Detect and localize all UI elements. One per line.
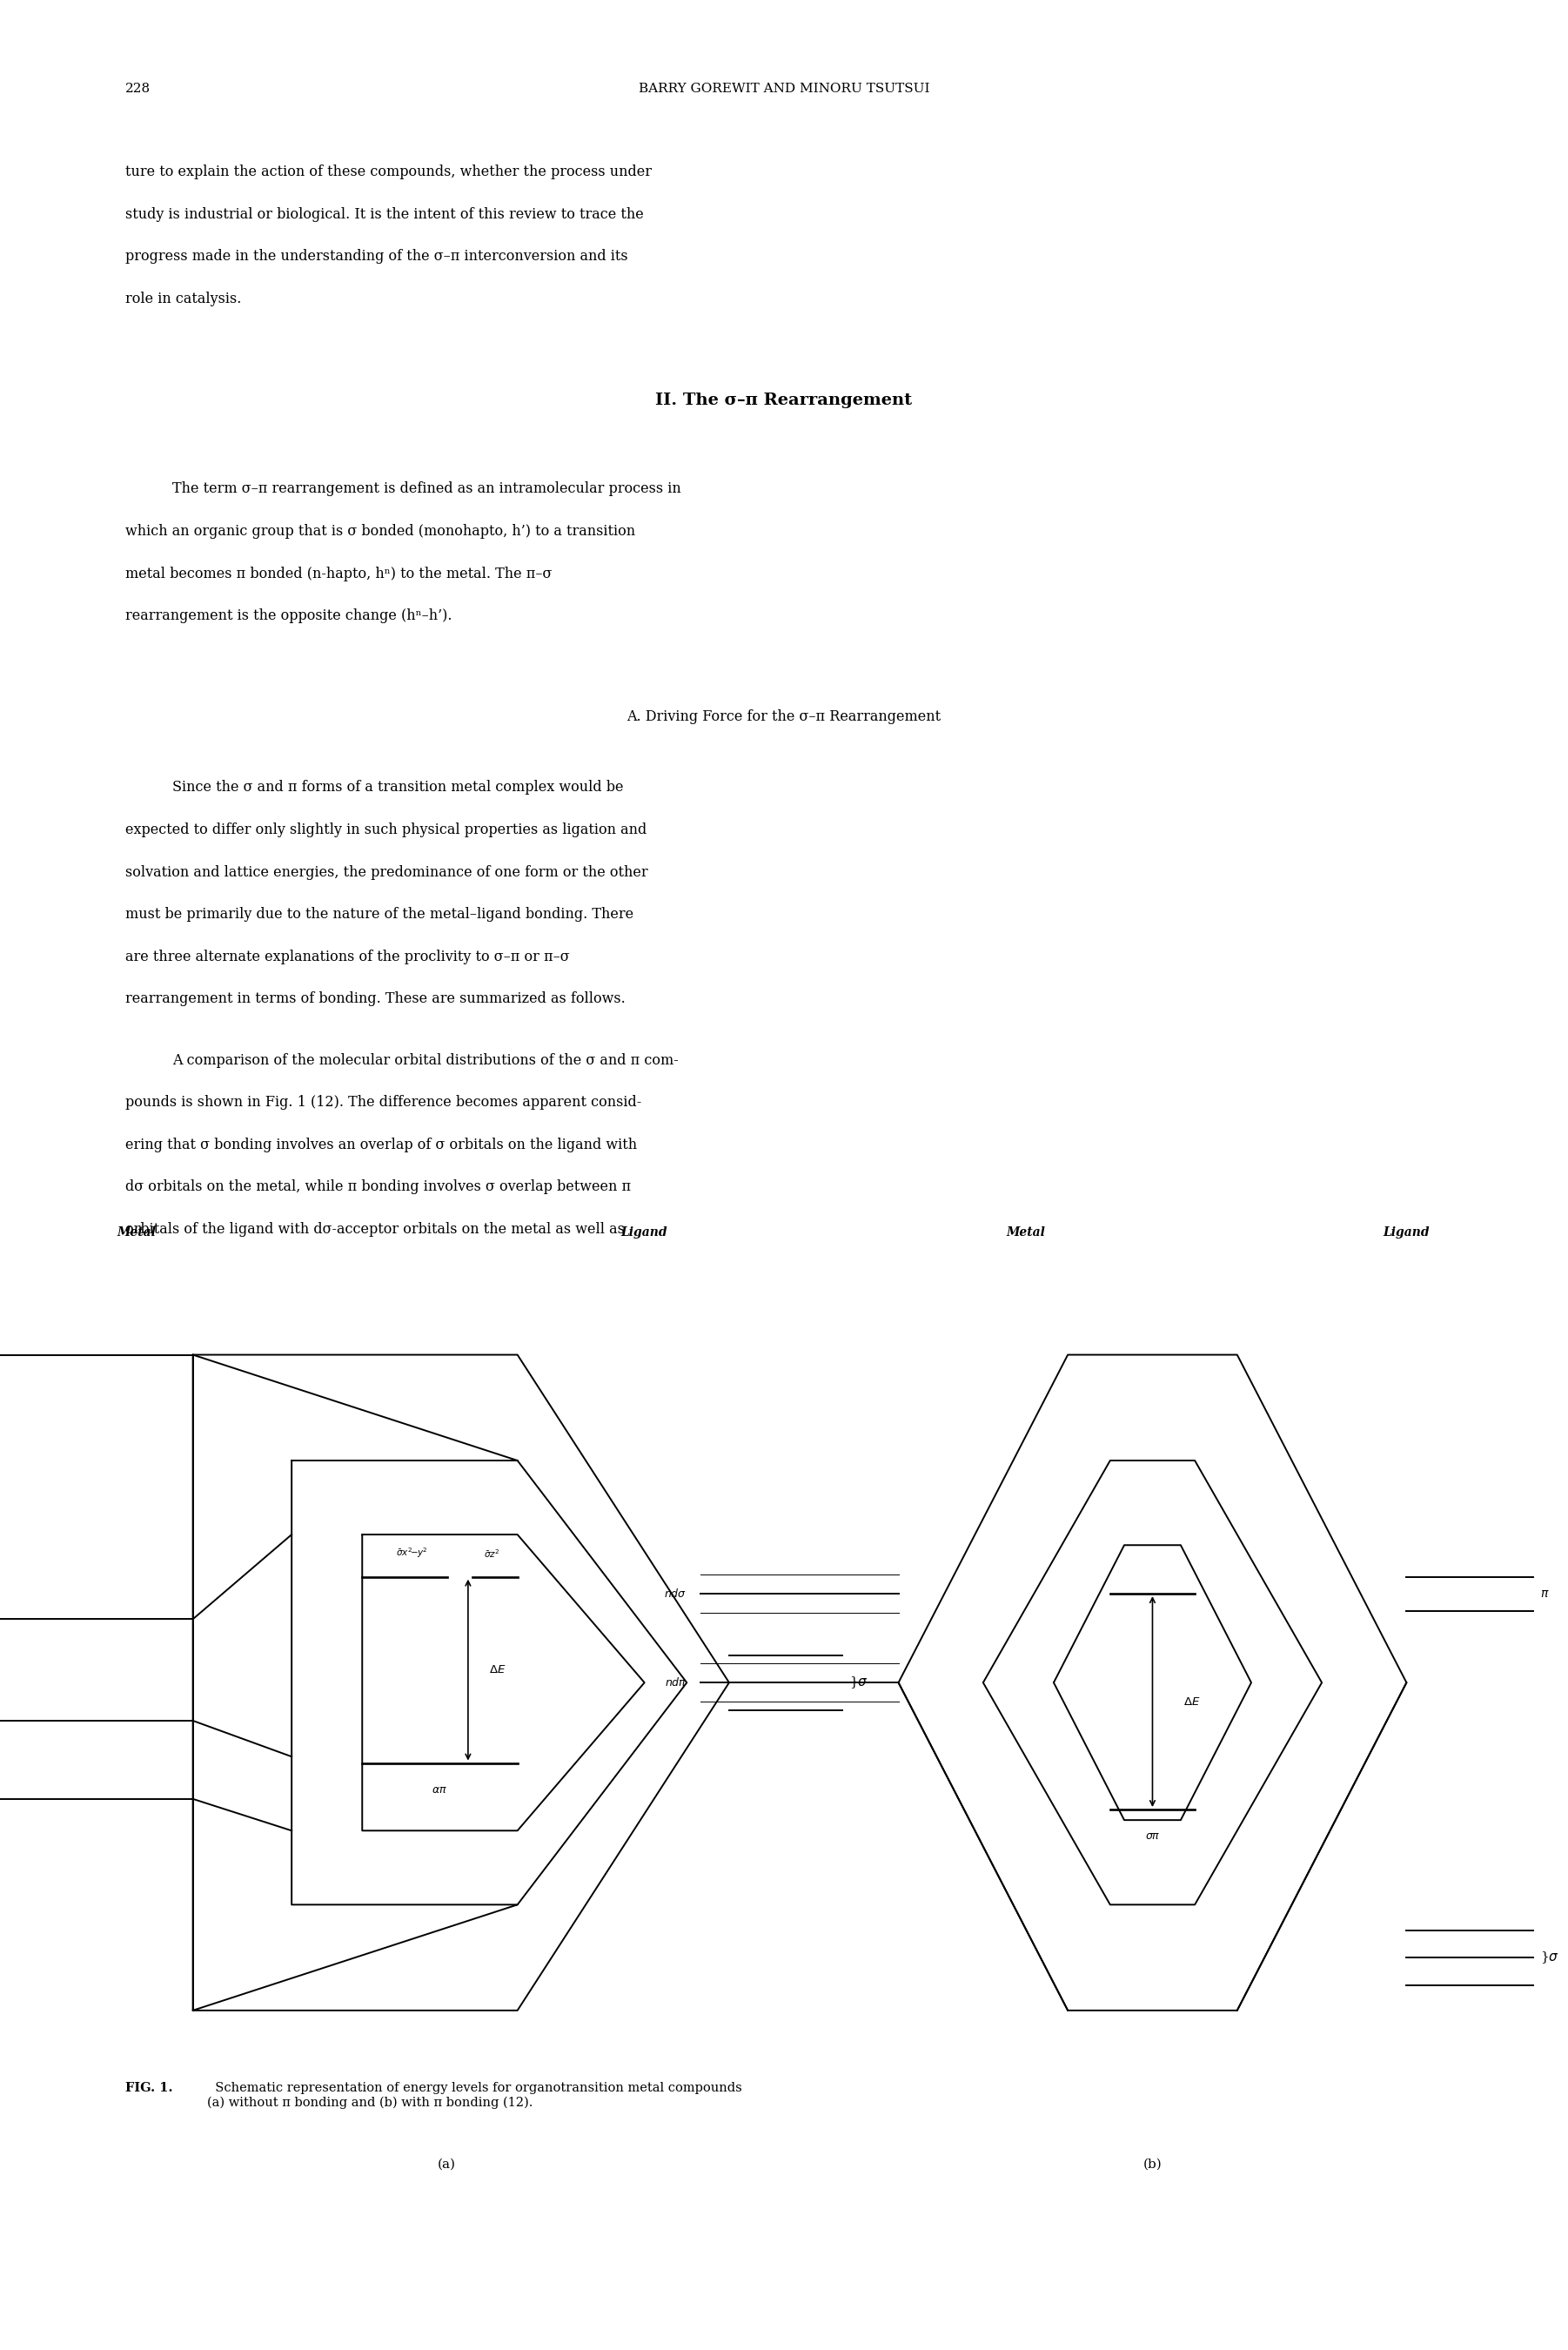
Text: metal becomes π bonded (n-hapto, hⁿ) to the metal. The π–σ: metal becomes π bonded (n-hapto, hⁿ) to … — [125, 566, 552, 580]
Text: $\sigma\pi$: $\sigma\pi$ — [1145, 1831, 1160, 1842]
Text: $\alpha\pi$: $\alpha\pi$ — [433, 1784, 447, 1795]
Text: dσ orbitals on the metal, while π bonding involves σ overlap between π: dσ orbitals on the metal, while π bondin… — [125, 1180, 630, 1194]
Text: Since the σ and π forms of a transition metal complex would be: Since the σ and π forms of a transition … — [172, 780, 624, 794]
Text: The term σ–π rearrangement is defined as an intramolecular process in: The term σ–π rearrangement is defined as… — [172, 482, 682, 496]
Text: role in catalysis.: role in catalysis. — [125, 291, 241, 306]
Text: pounds is shown in Fig. 1 (12). The difference becomes apparent consid-: pounds is shown in Fig. 1 (12). The diff… — [125, 1095, 641, 1109]
Text: Schematic representation of energy levels for organotransition metal compounds
(: Schematic representation of energy level… — [207, 2082, 742, 2108]
Text: II. The σ–π Rearrangement: II. The σ–π Rearrangement — [655, 392, 913, 409]
Text: }$\sigma$: }$\sigma$ — [1541, 1950, 1560, 1965]
Text: A. Driving Force for the σ–π Rearrangement: A. Driving Force for the σ–π Rearrangeme… — [627, 710, 941, 724]
Text: $\bar{\sigma}x^2\!\!-\!\!y^2$: $\bar{\sigma}x^2\!\!-\!\!y^2$ — [395, 1546, 428, 1560]
Text: Metal: Metal — [118, 1227, 155, 1238]
Text: ering that σ bonding involves an overlap of σ orbitals on the ligand with: ering that σ bonding involves an overlap… — [125, 1137, 637, 1152]
Text: are three alternate explanations of the proclivity to σ–π or π–σ: are three alternate explanations of the … — [125, 949, 569, 964]
Text: ture to explain the action of these compounds, whether the process under: ture to explain the action of these comp… — [125, 165, 652, 179]
Text: $nd\pi$: $nd\pi$ — [665, 1676, 687, 1690]
Text: 228: 228 — [125, 82, 151, 94]
Text: (a): (a) — [437, 2160, 456, 2171]
Text: Ligand: Ligand — [621, 1227, 668, 1238]
Text: A comparison of the molecular orbital distributions of the σ and π com-: A comparison of the molecular orbital di… — [172, 1053, 679, 1067]
Text: expected to differ only slightly in such physical properties as ligation and: expected to differ only slightly in such… — [125, 822, 648, 837]
Text: study is industrial or biological. It is the intent of this review to trace the: study is industrial or biological. It is… — [125, 207, 644, 221]
Text: (b): (b) — [1143, 2160, 1162, 2171]
Text: Ligand: Ligand — [1383, 1227, 1430, 1238]
Text: solvation and lattice energies, the predominance of one form or the other: solvation and lattice energies, the pred… — [125, 865, 648, 879]
Text: FIG. 1.: FIG. 1. — [125, 2082, 172, 2094]
Text: Metal: Metal — [1007, 1227, 1044, 1238]
Text: $\Delta E$: $\Delta E$ — [1184, 1697, 1201, 1708]
Text: rearrangement is the opposite change (hⁿ–h’).: rearrangement is the opposite change (hⁿ… — [125, 609, 452, 623]
Text: must be primarily due to the nature of the metal–ligand bonding. There: must be primarily due to the nature of t… — [125, 907, 633, 921]
Text: BARRY GOREWIT AND MINORU TSUTSUI: BARRY GOREWIT AND MINORU TSUTSUI — [638, 82, 930, 94]
Text: $\pi$: $\pi$ — [1541, 1589, 1549, 1600]
Text: $nd\sigma$: $nd\sigma$ — [665, 1589, 687, 1600]
Text: }$\sigma$: }$\sigma$ — [850, 1676, 869, 1690]
Text: $\Delta E$: $\Delta E$ — [489, 1664, 506, 1676]
Text: rearrangement in terms of bonding. These are summarized as follows.: rearrangement in terms of bonding. These… — [125, 992, 626, 1006]
Text: progress made in the understanding of the σ–π interconversion and its: progress made in the understanding of th… — [125, 249, 629, 263]
Text: $\bar{\sigma}z^2$: $\bar{\sigma}z^2$ — [485, 1549, 500, 1560]
Text: orbitals of the ligand with dσ-acceptor orbitals on the metal as well as: orbitals of the ligand with dσ-acceptor … — [125, 1222, 624, 1236]
Text: which an organic group that is σ bonded (monohapto, h’) to a transition: which an organic group that is σ bonded … — [125, 524, 635, 538]
